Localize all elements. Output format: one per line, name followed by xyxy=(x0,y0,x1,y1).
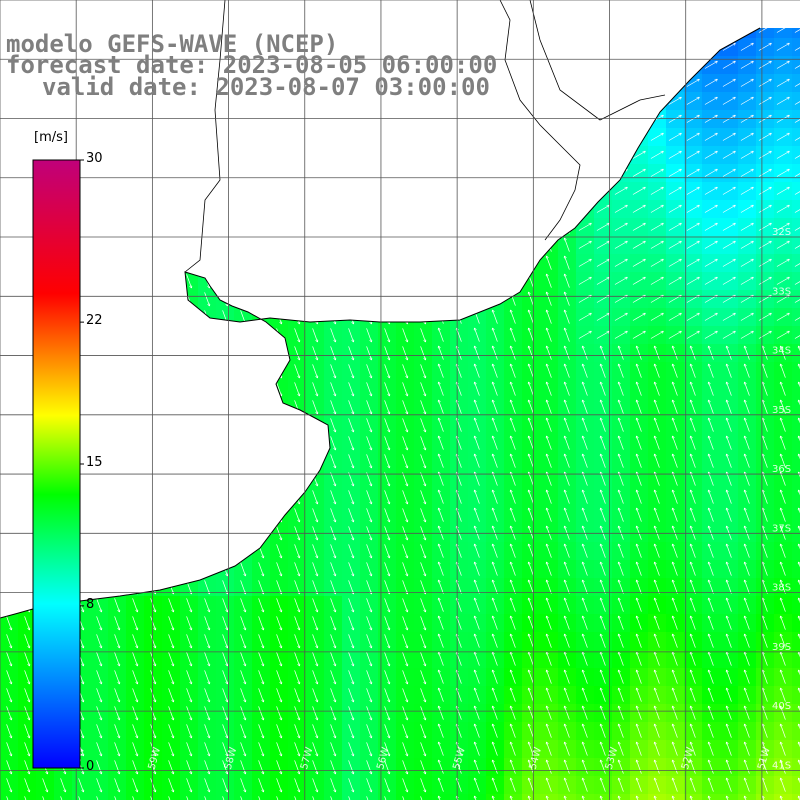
wind-cell xyxy=(792,164,800,183)
wind-cell xyxy=(792,308,800,327)
wind-cell xyxy=(216,794,235,800)
wind-cell xyxy=(684,794,703,800)
lat-label: 39S xyxy=(772,642,791,653)
wind-cell xyxy=(180,794,199,800)
wind-cell xyxy=(144,794,163,800)
colorbar-unit: [m/s] xyxy=(34,130,68,145)
wind-cell xyxy=(324,794,343,800)
wind-cell xyxy=(792,200,800,219)
lat-label: 32S xyxy=(772,227,791,238)
wind-cell xyxy=(414,794,433,800)
wind-cell xyxy=(198,794,217,800)
lat-label: 41S xyxy=(772,760,791,771)
wind-cell xyxy=(54,794,73,800)
wind-cell xyxy=(432,794,451,800)
wind-cell xyxy=(270,794,289,800)
lat-label: 37S xyxy=(772,523,791,534)
wind-cell xyxy=(522,794,541,800)
wind-cell xyxy=(792,146,800,165)
wind-cell xyxy=(792,488,800,507)
wind-cell xyxy=(288,794,307,800)
lat-label: 40S xyxy=(772,701,791,712)
wind-cell xyxy=(774,794,793,800)
lat-label: 38S xyxy=(772,583,791,594)
colorbar-tick-label: 0 xyxy=(86,759,95,774)
wind-cell xyxy=(738,794,757,800)
wind-cell xyxy=(792,416,800,435)
colorbar-tick-label: 30 xyxy=(86,151,103,166)
wind-cell xyxy=(792,452,800,471)
wind-cell xyxy=(576,794,595,800)
wind-cell xyxy=(774,28,793,39)
wind-cell xyxy=(612,794,631,800)
lat-label: 35S xyxy=(772,405,791,416)
wind-cell xyxy=(162,794,181,800)
wind-cell xyxy=(558,794,577,800)
wind-cell xyxy=(468,794,487,800)
wind-cell xyxy=(792,128,800,147)
wind-cell xyxy=(756,28,775,39)
wind-cell xyxy=(630,794,649,800)
wind-cell xyxy=(792,28,800,39)
wind-cell xyxy=(792,218,800,237)
wind-cell xyxy=(792,290,800,309)
wind-cell xyxy=(792,362,800,381)
wind-cell xyxy=(108,794,127,800)
wind-cell xyxy=(792,182,800,201)
wind-cell xyxy=(360,794,379,800)
wind-cell xyxy=(450,794,469,800)
wind-cell xyxy=(126,794,145,800)
wind-cell xyxy=(72,794,91,800)
wind-cell xyxy=(18,794,37,800)
lat-label: 36S xyxy=(772,464,791,475)
wind-cell xyxy=(792,434,800,453)
wind-cell xyxy=(792,74,800,93)
wind-cell xyxy=(36,794,55,800)
wind-cell xyxy=(792,110,800,129)
wind-cell xyxy=(0,794,19,800)
wind-cell xyxy=(504,794,523,800)
wind-cell xyxy=(792,326,800,345)
wind-cell xyxy=(792,254,800,273)
wind-cell xyxy=(90,794,109,800)
colorbar-tick-label: 8 xyxy=(86,596,95,612)
wind-cell xyxy=(648,794,667,800)
wind-cell xyxy=(792,92,800,111)
wind-cell xyxy=(792,470,800,489)
wind-cell xyxy=(792,56,800,75)
wind-cell xyxy=(666,794,685,800)
wind-cell xyxy=(252,794,271,800)
wind-cell xyxy=(720,794,739,800)
wind-cell xyxy=(540,794,559,800)
colorbar xyxy=(32,159,81,769)
wind-cell xyxy=(234,794,253,800)
valid-date: valid date: 2023-08-07 03:00:00 xyxy=(42,73,490,101)
colorbar-tick-label: 22 xyxy=(86,313,103,329)
wind-cell xyxy=(702,794,721,800)
wind-cell xyxy=(792,398,800,417)
wind-cell xyxy=(342,794,361,800)
wind-cell xyxy=(756,794,775,800)
colorbar-tick-label: 15 xyxy=(86,455,103,470)
wind-cell xyxy=(396,794,415,800)
lat-label: 34S xyxy=(772,346,791,357)
wind-cell xyxy=(792,344,800,363)
wind-cell xyxy=(792,272,800,291)
wind-cell xyxy=(792,380,800,399)
wind-cell xyxy=(792,236,800,255)
wind-cell xyxy=(486,794,505,800)
wind-cell xyxy=(306,794,325,800)
wind-cell xyxy=(792,38,800,57)
lat-label: 33S xyxy=(772,286,791,297)
wind-cell xyxy=(792,506,800,525)
